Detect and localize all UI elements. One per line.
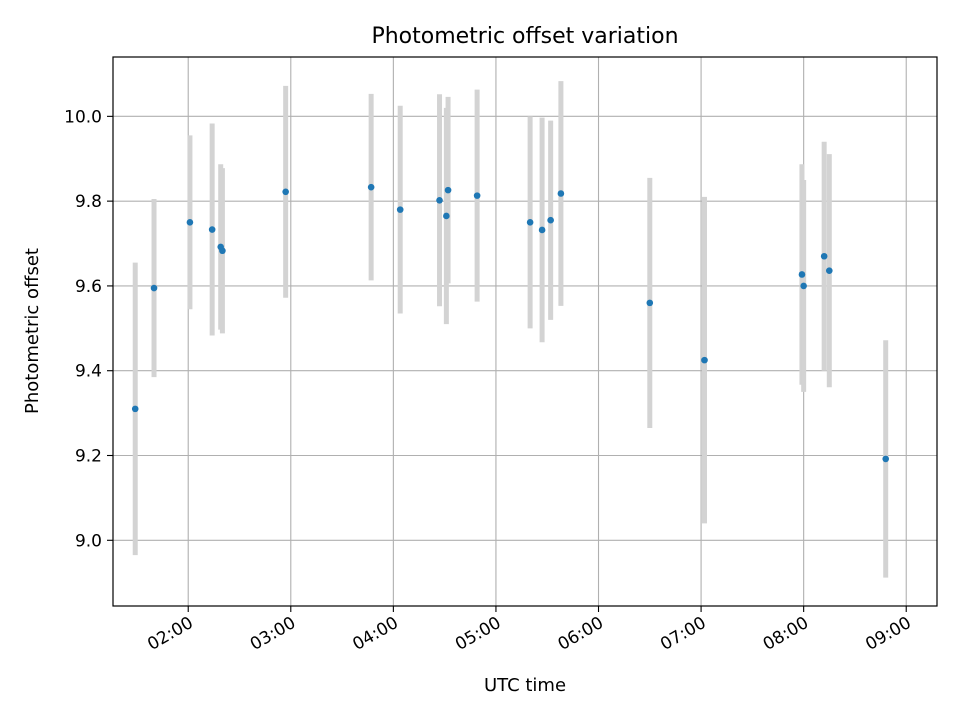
data-point: [150, 284, 158, 292]
data-point: [473, 192, 481, 199]
x-tick-label: 09:00: [862, 613, 914, 655]
data-point: [547, 216, 554, 224]
data-point: [444, 186, 452, 194]
data-point: [282, 188, 289, 196]
data-point: [538, 226, 546, 234]
data-point: [396, 206, 404, 213]
y-tick-label: 9.0: [75, 531, 102, 551]
y-tick-label: 9.8: [75, 192, 102, 212]
y-tick-label: 9.2: [75, 447, 102, 467]
data-point: [186, 219, 194, 226]
x-tick-label: 04:00: [349, 613, 401, 655]
data-point: [798, 271, 806, 278]
x-tick-label: 03:00: [247, 613, 299, 655]
data-point: [701, 356, 708, 364]
y-tick-label: 10.0: [64, 107, 102, 127]
data-point: [219, 247, 226, 255]
data-point: [443, 212, 450, 220]
plot-area-frame: [112, 56, 938, 607]
data-point: [131, 405, 139, 413]
chart-title: Photometric offset variation: [371, 24, 678, 49]
data-point: [800, 282, 807, 290]
y-tick-label: 9.4: [75, 362, 102, 382]
data-point: [646, 299, 654, 307]
x-tick-label: 02:00: [144, 613, 196, 655]
x-tick-label: 05:00: [452, 613, 504, 655]
data-point: [436, 196, 443, 204]
y-axis-ticks: 9.0 9.2 9.4 9.6 9.8 10.0: [64, 107, 113, 551]
data-points: [131, 183, 890, 463]
x-tick-label: 08:00: [760, 613, 812, 655]
x-axis-ticks: 02:00 03:00 04:00 05:00 06:00 07:00 08:00 09:00: [144, 606, 915, 655]
y-axis-label: Photometric offset: [22, 248, 43, 414]
data-point: [825, 267, 833, 274]
x-tick-label: 06:00: [555, 613, 607, 655]
data-point: [526, 219, 534, 226]
data-point: [557, 190, 565, 197]
y-tick-label: 9.6: [75, 277, 102, 297]
x-axis-label: UTC time: [484, 675, 566, 696]
data-point: [820, 252, 828, 260]
data-point: [367, 183, 375, 191]
data-point: [882, 455, 890, 463]
grid-lines: [113, 57, 937, 606]
error-bars: [132, 81, 889, 578]
x-tick-label: 07:00: [657, 613, 709, 655]
data-point: [208, 226, 216, 233]
